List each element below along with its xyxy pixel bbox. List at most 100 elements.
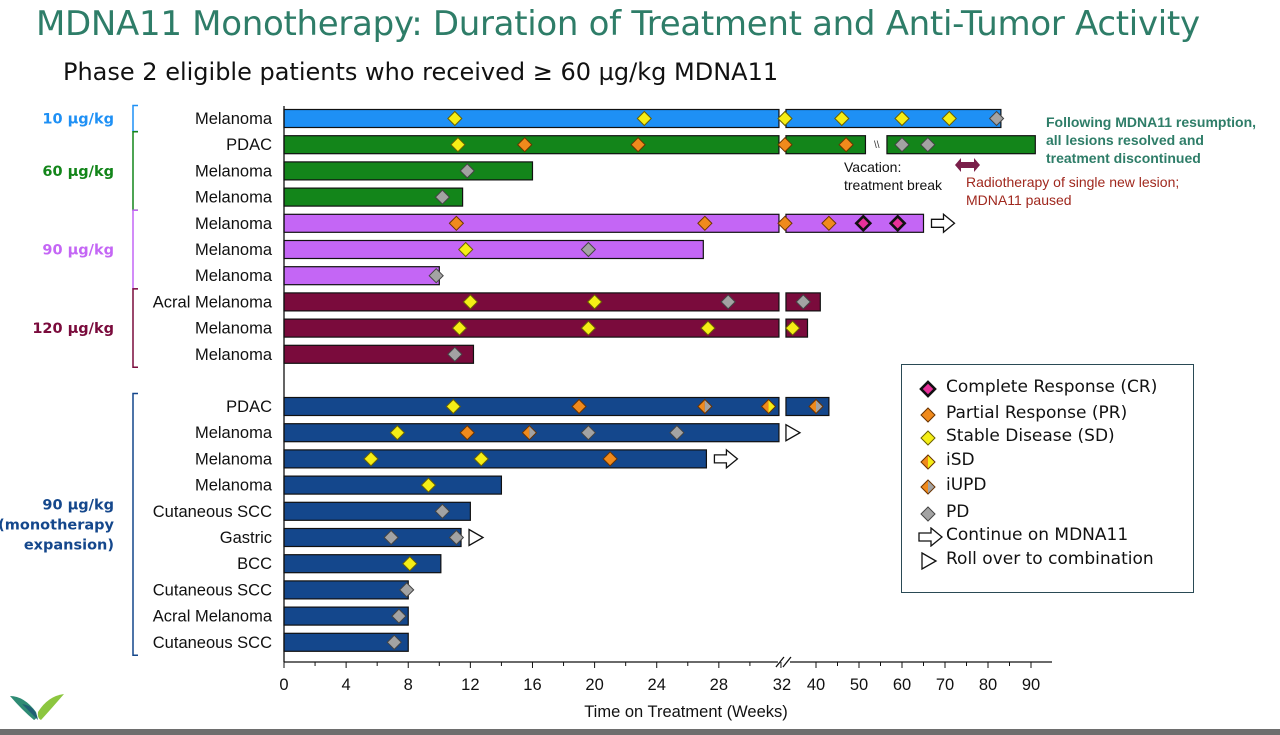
dose-label: expansion)	[24, 537, 114, 553]
dose-group: 90 µg/kg	[42, 209, 138, 290]
pr-marker	[448, 215, 465, 232]
cr-icon	[919, 380, 937, 398]
pd-marker	[428, 267, 444, 284]
pd-marker	[386, 634, 402, 651]
axis-break-mark	[775, 656, 785, 668]
patient-row: Melanoma	[195, 239, 704, 260]
legend-item-continue: Continue on MDNA11	[902, 525, 1192, 547]
iupd-marker	[697, 398, 713, 415]
patient-row: Acral Melanoma	[153, 292, 821, 312]
patient-label: Cutaneous SCC	[153, 581, 272, 599]
sd-marker	[445, 398, 461, 415]
continue-arrow-icon	[713, 448, 739, 470]
pd-marker	[447, 346, 463, 363]
sd-marker	[473, 451, 489, 467]
continue-icon	[918, 527, 944, 547]
patient-label: Melanoma	[195, 477, 273, 495]
pd-marker	[988, 110, 1005, 127]
x-tick-label: 12	[461, 676, 479, 694]
x-tick-label: 80	[979, 676, 997, 694]
pd-marker	[383, 529, 399, 546]
patient-label: Acral Melanoma	[153, 293, 273, 311]
pr-marker	[571, 398, 587, 415]
x-tick-label: 8	[404, 676, 413, 694]
resumption-note: all lesions resolved and	[1046, 132, 1204, 148]
pr-marker	[602, 451, 618, 467]
patient-row: Melanoma	[195, 344, 475, 364]
dose-groups: 10 µg/kg 60 µg/kg 90 µg/kg 120 µg/kg 90 µg/k…	[0, 104, 138, 657]
duration-bar	[283, 344, 475, 364]
iupd-icon	[920, 479, 936, 495]
x-tick-label: 0	[279, 676, 288, 694]
sd-marker	[447, 110, 463, 127]
legend-item-isd: iSD	[902, 450, 1192, 472]
duration-bar	[283, 527, 462, 548]
isd-marker	[920, 454, 936, 470]
vacation-note: Vacation:	[844, 159, 901, 175]
radiotherapy-note: MDNA11 paused	[966, 192, 1072, 208]
patient-row: Melanoma	[195, 212, 956, 234]
x-tick-label: 40	[807, 676, 825, 694]
sd-marker	[457, 241, 474, 258]
patient-row: Cutaneous SCC	[153, 501, 471, 521]
patient-label: Melanoma	[195, 267, 273, 285]
resumption-note: treatment discontinued	[1046, 150, 1201, 166]
cr-marker	[888, 214, 907, 233]
isd-marker	[760, 398, 777, 415]
patient-label: PDAC	[226, 398, 272, 416]
x-axis: 0 4 8 12 16 20 24 28 32 40 50 60 70 80 90 Time on Treat…	[279, 106, 1052, 721]
pd-marker	[580, 424, 597, 441]
patient-label: Melanoma	[195, 241, 273, 259]
duration-bar	[283, 580, 409, 600]
patient-row: Melanoma	[195, 187, 464, 207]
patient-label: Cutaneous SCC	[153, 503, 272, 521]
pd-marker	[720, 294, 736, 310]
dose-group: 120 µg/kg	[32, 288, 138, 369]
dose-label: 10 µg/kg	[42, 112, 114, 128]
pr-icon	[920, 407, 936, 423]
sd-marker	[450, 136, 466, 153]
x-axis-title: Time on Treatment (Weeks)	[584, 703, 788, 721]
rollover-icon	[921, 551, 938, 571]
pr-marker	[459, 424, 475, 441]
sd-marker	[462, 294, 479, 310]
sd-marker	[636, 110, 653, 127]
x-tick-label: 4	[342, 676, 351, 694]
pd-marker	[448, 529, 465, 546]
dose-group: 10 µg/kg	[42, 104, 138, 133]
pr-marker	[517, 136, 533, 153]
duration-bar	[283, 108, 780, 129]
sd-marker	[834, 110, 850, 127]
duration-bar	[283, 239, 704, 260]
footer-bar	[0, 729, 1280, 735]
sd-marker	[580, 320, 597, 336]
dose-label: 60 µg/kg	[42, 164, 114, 180]
pr-marker	[697, 215, 713, 232]
axis-break-mark	[782, 656, 792, 668]
sd-marker	[784, 320, 801, 336]
patient-label: Melanoma	[195, 346, 273, 364]
rollover-arrow-icon	[468, 528, 485, 547]
legend-label: Stable Disease (SD)	[946, 426, 1115, 446]
legend-item-rollover: Roll over to combination	[902, 549, 1192, 571]
patient-row: Melanoma	[195, 318, 809, 338]
iupd-marker	[521, 424, 538, 441]
duration-bar	[283, 161, 534, 181]
cr-marker	[919, 380, 937, 398]
pd-marker	[434, 189, 451, 205]
legend-label: Complete Response (CR)	[946, 377, 1158, 397]
pd-marker	[580, 241, 597, 258]
dose-label: 120 µg/kg	[32, 321, 114, 337]
patient-row: Melanoma	[195, 423, 802, 443]
patient-label: Melanoma	[195, 110, 273, 128]
rollover-arrow-icon	[921, 551, 938, 571]
sd-marker	[402, 555, 418, 572]
x-tick-label: 90	[1022, 676, 1040, 694]
pd-marker	[795, 294, 811, 310]
pd-marker	[894, 136, 910, 153]
rollover-arrow-icon	[785, 423, 802, 442]
legend-item-iupd: iUPD	[902, 475, 1192, 497]
patient-row: Gastric	[220, 527, 485, 548]
continue-arrow-icon	[930, 212, 956, 234]
isd-icon	[920, 454, 936, 470]
